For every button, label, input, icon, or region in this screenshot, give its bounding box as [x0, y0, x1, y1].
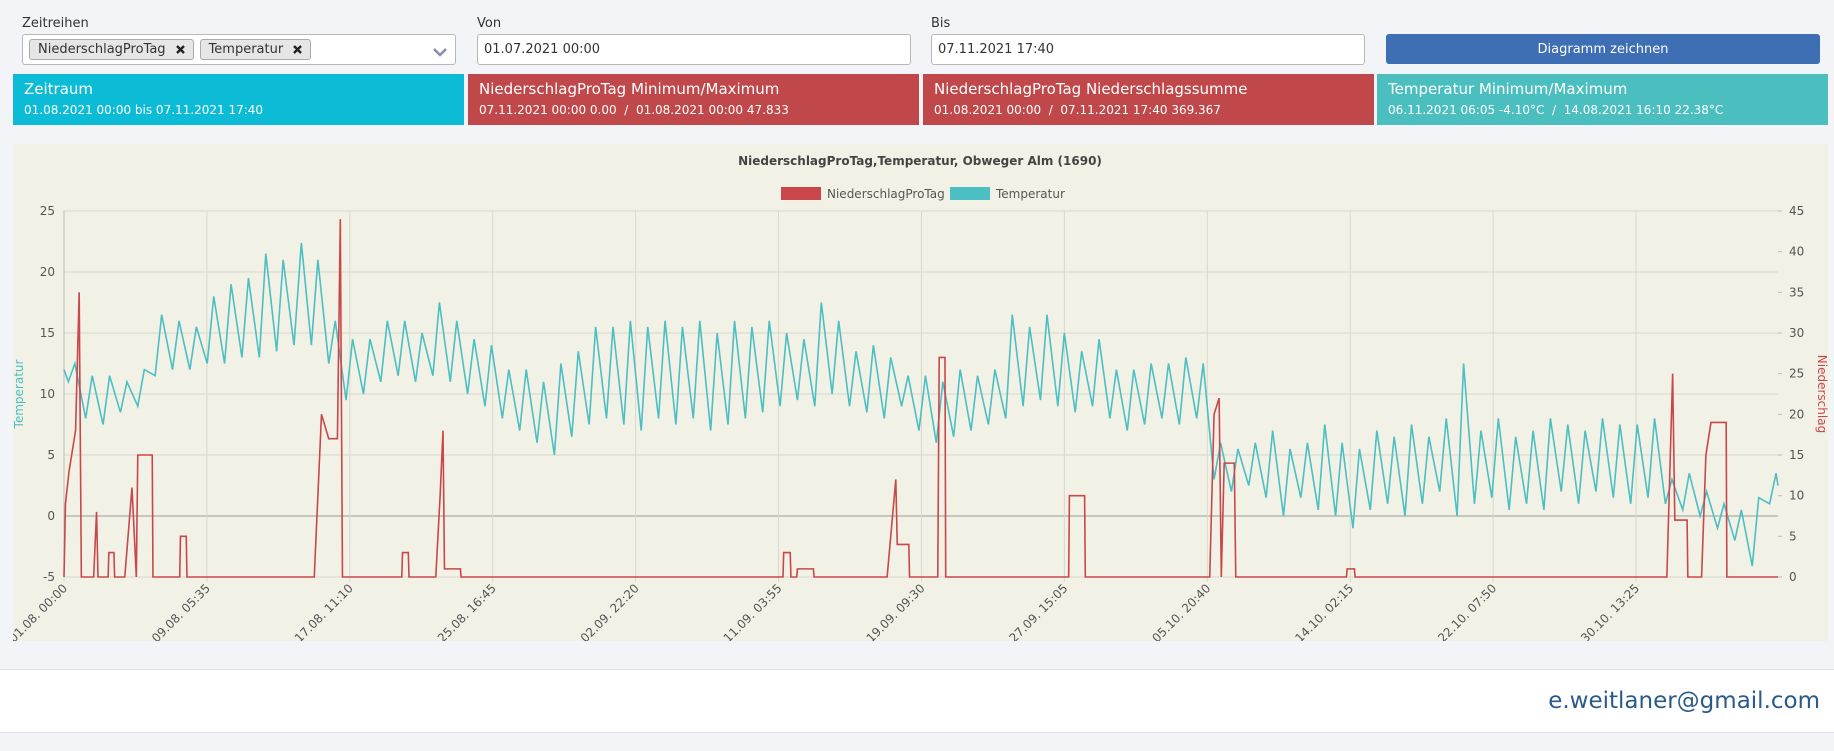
- x-tick-label: 22.10. 07:50: [1435, 581, 1499, 641]
- info-text: 07.11.2021 00:00 0.00 / 01.08.2021 00:00…: [479, 103, 789, 117]
- series-select[interactable]: NiederschlagProTag Temperatur: [22, 34, 456, 65]
- to-label: Bis: [931, 16, 951, 31]
- y2-tick-label: 10: [1789, 489, 1804, 503]
- y2-tick-label: 35: [1789, 285, 1804, 299]
- legend-swatch: [781, 187, 821, 200]
- y-tick-label: 0: [47, 509, 55, 523]
- y-tick-label: 20: [40, 265, 55, 279]
- x-tick-label: 02.09. 22:20: [578, 581, 642, 641]
- legend-swatch: [950, 187, 990, 200]
- y2-tick-label: 45: [1789, 204, 1804, 218]
- info-box: NiederschlagProTag Minimum/Maximum 07.11.…: [468, 74, 919, 125]
- y2-tick-label: 30: [1789, 326, 1804, 340]
- series-label: Zeitreihen: [22, 16, 89, 31]
- x-tick-label: 14.10. 02:15: [1292, 581, 1356, 641]
- x-tick-label: 19.09. 09:30: [864, 581, 928, 641]
- y-axis-title: Temperatur: [13, 359, 26, 429]
- info-title: NiederschlagProTag Niederschlagssumme: [934, 80, 1248, 98]
- x-tick-label: 30.10. 13:25: [1578, 581, 1642, 641]
- y2-tick-label: 5: [1789, 529, 1797, 543]
- y-tick-label: 10: [40, 387, 55, 401]
- y2-tick-label: 40: [1789, 245, 1804, 259]
- info-title: NiederschlagProTag Minimum/Maximum: [479, 80, 780, 98]
- x-tick-label: 27.09. 15:05: [1006, 581, 1070, 641]
- series-line: [63, 219, 1778, 578]
- y2-tick-label: 15: [1789, 448, 1804, 462]
- x-tick-label: 11.09. 03:55: [721, 581, 785, 641]
- y2-tick-label: 25: [1789, 367, 1804, 381]
- series-line: [63, 242, 1779, 567]
- legend-label: NiederschlagProTag: [827, 187, 945, 201]
- y2-tick-label: 20: [1789, 407, 1804, 421]
- remove-icon: [175, 45, 185, 54]
- info-text: 01.08.2021 00:00 / 07.11.2021 17:40 369.…: [934, 103, 1221, 117]
- x-tick-label: 09.08. 05:35: [149, 581, 213, 641]
- from-label: Von: [477, 16, 502, 31]
- info-box: Zeitraum 01.08.2021 00:00 bis 07.11.2021 …: [13, 74, 464, 125]
- info-text: 01.08.2021 00:00 bis 07.11.2021 17:40: [24, 103, 264, 117]
- from-input[interactable]: 01.07.2021 00:00: [477, 34, 911, 65]
- remove-icon: [293, 45, 303, 54]
- y-tick-label: 5: [47, 448, 55, 462]
- chart-title: NiederschlagProTag,Temperatur, Obweger A…: [738, 154, 1102, 168]
- x-tick-label: 17.08. 11:10: [292, 581, 356, 641]
- tag-text: Temperatur: [208, 42, 284, 57]
- x-tick-label: 01.08. 00:00: [13, 581, 70, 641]
- y2-axis-title: Niederschlag: [1815, 355, 1828, 433]
- x-tick-label: 05.10. 20:40: [1149, 581, 1213, 641]
- y-tick-label: 15: [40, 326, 55, 340]
- info-title: Zeitraum: [24, 80, 94, 98]
- tag[interactable]: NiederschlagProTag: [29, 39, 194, 60]
- x-tick-label: 25.08. 16:45: [435, 581, 499, 641]
- info-text: 06.11.2021 06:05 -4.10°C / 14.08.2021 16…: [1388, 103, 1724, 117]
- footer-email: e.weitlaner@gmail.com: [1548, 688, 1820, 714]
- chevron: [433, 48, 447, 57]
- tag-text: NiederschlagProTag: [38, 42, 166, 57]
- footer: e.weitlaner@gmail.com: [0, 669, 1834, 733]
- to-value: 07.11.2021 17:40: [938, 42, 1055, 57]
- info-title: Temperatur Minimum/Maximum: [1388, 80, 1628, 98]
- draw-button[interactable]: Diagramm zeichnen: [1386, 34, 1820, 64]
- from-value: 01.07.2021 00:00: [484, 42, 601, 57]
- y-tick-label: -5: [43, 570, 55, 584]
- y-tick-label: 25: [40, 204, 55, 218]
- info-box: NiederschlagProTag Niederschlagssumme 01.…: [923, 74, 1374, 125]
- info-box: Temperatur Minimum/Maximum 06.11.2021 06:…: [1377, 74, 1828, 125]
- legend-label: Temperatur: [995, 187, 1065, 201]
- to-input[interactable]: 07.11.2021 17:40: [931, 34, 1365, 65]
- tag[interactable]: Temperatur: [199, 39, 312, 60]
- chart: NiederschlagProTag,Temperatur, Obweger A…: [13, 144, 1828, 641]
- y2-tick-label: 0: [1789, 570, 1797, 584]
